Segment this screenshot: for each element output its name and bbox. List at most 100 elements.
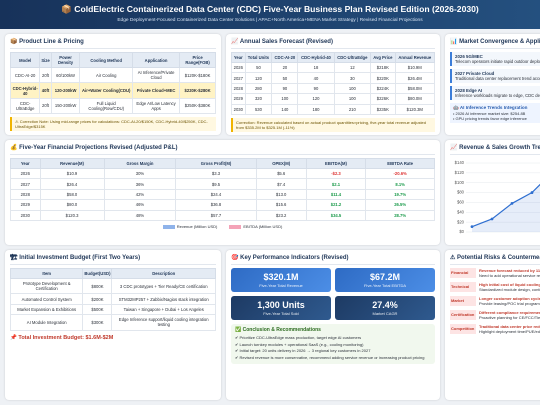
table: Item Budget(USD) Description Prototype Deve…: [9, 268, 216, 331]
table-cell: $26.4M: [394, 72, 436, 84]
column-header: Annual Revenue: [394, 52, 436, 63]
page-title: 📦 ColdElectric Containerized Data Center…: [61, 4, 479, 14]
table-cell: 180: [297, 103, 335, 115]
table-cell: 20ft: [39, 97, 52, 115]
risk-item: Technical High initial cost of liquid coo…: [450, 282, 540, 292]
table-cell: 100: [333, 82, 372, 95]
table-cell: 46%: [103, 199, 177, 211]
table-cell: $200K: [82, 293, 113, 305]
table-cell: $226K: [370, 93, 396, 105]
table-row: 2027 $26.4 36% $9.5 $7.4 $2.1 8.1%: [10, 178, 435, 190]
countermeasure: Highlight deployment time/PUE/edge advan…: [479, 329, 540, 334]
table-cell: 36%: [103, 178, 177, 190]
table-cell: 100: [271, 93, 299, 105]
column-header: Power Density: [50, 52, 81, 68]
table-cell: 48%: [103, 209, 177, 221]
column-header: Gross Margin: [103, 158, 177, 169]
product-panel: 📦 Product Line & Pricing Model Size Power …: [5, 34, 221, 135]
countermeasure: Standardized module design, continuous c…: [479, 287, 540, 292]
risk: Different compliance requirements by reg…: [479, 310, 540, 315]
table-cell: AI Inference/Private Cloud: [131, 66, 181, 84]
point: [470, 225, 474, 229]
market-panel: 📊 Market Convergence & Application Trend…: [445, 34, 540, 135]
panel-title: 📦 Product Line & Pricing: [10, 38, 216, 49]
table-cell: $36.8: [175, 199, 257, 211]
table-cell: 2026: [231, 61, 246, 74]
table-cell: $58.0M: [394, 82, 436, 95]
table-row: 2030 530 140 180 210 $235K $120.3M: [231, 103, 436, 115]
market-heading: 2028 Edge AI: [455, 88, 540, 93]
table-cell: CDC-UltraEdge: [9, 97, 41, 115]
table-cell: $15.6: [255, 199, 307, 211]
table-cell: 2029: [231, 93, 246, 105]
table-cell: $235K: [370, 103, 396, 115]
market-heading: 2027 Private Cloud: [455, 71, 540, 76]
table-cell: 30%: [103, 167, 177, 180]
risk-item: Competition Traditional data center price…: [450, 324, 540, 334]
table-cell: $80.0M: [394, 93, 436, 105]
table-cell: $3.3: [175, 167, 257, 180]
risk-tag: Competition: [450, 324, 476, 334]
market-name: 5G/MEC: [466, 54, 483, 59]
table-cell: 90: [297, 82, 335, 95]
point: [530, 191, 534, 194]
column-header: Price Range(FOB): [179, 52, 216, 68]
table-cell: 280: [244, 82, 273, 95]
y-tick-label: $120: [455, 170, 465, 175]
panel-title: 📈 Revenue & Sales Growth Trend: [450, 144, 540, 155]
table-cell: $220K-$280K: [179, 82, 216, 99]
risk: Revenue forecast reduced by 11%: [479, 268, 540, 273]
header-row: Year Total Units CDC-AI-20 CDC-Hybrid-40 CDC…: [231, 52, 436, 63]
table-cell: -20.6%: [365, 167, 435, 180]
table-cell: Edge AI/Low Latency Apps: [131, 97, 181, 115]
table-cell: $224K: [370, 82, 396, 95]
panel-title: ⚠ Potential Risks & Countermeasures: [450, 254, 540, 265]
kpi-card: $320.1M Five-Year Total Revenue: [231, 268, 331, 292]
table-cell: $9.5: [175, 178, 257, 190]
table-cell: Automated Control System: [9, 293, 84, 305]
total: 📌 Total Investment Budget: $1.6M-$2M: [10, 334, 114, 341]
table-cell: $24.4: [175, 188, 257, 201]
column-header: Revenue(M): [39, 158, 105, 169]
legend-swatch: [229, 224, 242, 229]
table-cell: Air+Water Cooling(CDU): [79, 82, 133, 99]
kpi-value: $320.1M: [263, 272, 299, 282]
legend-item: EBITDA (Million USD): [229, 224, 282, 229]
table-cell: $13.0: [255, 188, 307, 201]
table-cell: 20ft: [39, 66, 52, 84]
table: Year Total Units CDC-AI-20 CDC-Hybrid-40 CDC…: [231, 52, 436, 115]
table-cell: 2030: [231, 103, 246, 115]
table-cell: 12: [333, 61, 372, 74]
table-cell: 120-200kW: [50, 82, 81, 99]
risk: Longer customer adoption cycles: [479, 296, 540, 301]
page-subtitle: Edge Deployment-Focused Containerized Da…: [117, 18, 423, 23]
column-header: Year: [231, 52, 246, 63]
investment-panel: 🏗 Initial Investment Budget (First Two Y…: [5, 250, 221, 400]
kpi-panel: 🎯 Key Performance Indicators (Revised) $…: [226, 250, 440, 400]
column-header: EBITDA(M): [305, 158, 367, 169]
table-row: 2026 $10.9 30% $3.3 $5.6 -$2.3 -20.6%: [10, 167, 435, 180]
table-cell: 140: [271, 103, 299, 115]
y-tick-label: $100: [455, 180, 465, 185]
risk-text: Longer customer adoption cycles Provide l…: [479, 296, 540, 306]
risk-tag: Certification: [450, 310, 476, 320]
table-cell: CDC-Hybrid-40: [9, 82, 41, 99]
risk-panel: ⚠ Potential Risks & Countermeasures Fina…: [445, 250, 540, 400]
column-header: Gross Profit(M): [175, 158, 257, 169]
table-cell: $120.3: [39, 209, 105, 221]
countermeasure: Proactive planning for CE/FCC/Tier certi…: [479, 315, 540, 320]
table-cell: $10.9M: [394, 61, 436, 74]
legend-swatch: [162, 224, 175, 229]
table-cell: $300K: [82, 314, 113, 331]
table-cell: Private Cloud+MEC: [131, 82, 181, 99]
table-cell: 2028: [231, 82, 246, 95]
table-cell: $34.5: [305, 209, 367, 221]
risk-text: Different compliance requirements by reg…: [479, 310, 540, 320]
table-row: 2026 50 20 18 12 $218K $10.9M: [231, 61, 436, 74]
table-cell: 320: [244, 93, 273, 105]
table-cell: 2026: [10, 167, 41, 180]
header-row: Year Revenue(M) Gross Margin Gross Profit(M…: [10, 158, 435, 169]
risk-tag: Financial: [450, 268, 476, 278]
market-text: Telecom operators initiate rapid outdoor…: [455, 59, 540, 64]
column-header: Cooling Method: [79, 52, 133, 68]
